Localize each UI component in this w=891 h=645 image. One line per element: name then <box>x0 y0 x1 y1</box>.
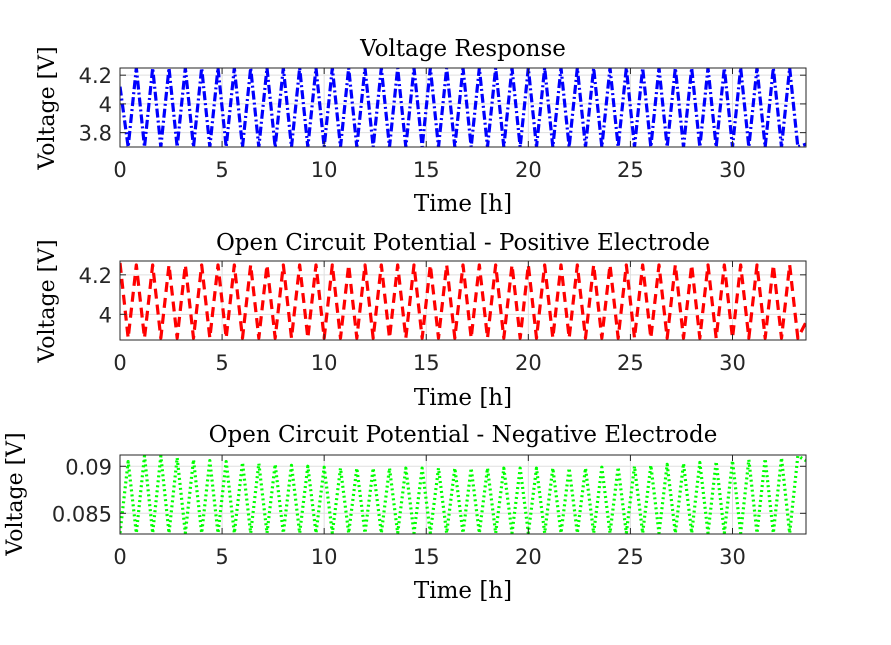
negative-electrode-ocp-chart: Open Circuit Potential - Negative Electr… <box>3 422 807 604</box>
chart-title: Open Circuit Potential - Negative Electr… <box>209 422 718 448</box>
x-tick-label: 5 <box>215 351 228 375</box>
x-tick-label: 30 <box>719 545 746 569</box>
axes: 0 5 10 15 20 25 30 3.8 4 4.2 <box>79 64 807 182</box>
x-tick-label: 5 <box>215 158 228 182</box>
x-axis-label: Time [h] <box>414 385 512 411</box>
series-line-0 <box>120 262 806 340</box>
x-tick-label: 25 <box>617 158 644 182</box>
x-tick-label: 0 <box>113 351 126 375</box>
x-tick-label: 10 <box>311 351 338 375</box>
axes: 0 5 10 15 20 25 30 4 4.2 <box>79 260 807 375</box>
x-tick-label: 20 <box>515 351 542 375</box>
x-tick-label: 30 <box>719 158 746 182</box>
x-tick-label: 15 <box>413 545 440 569</box>
axes-frame <box>119 260 807 341</box>
x-tick-label: 5 <box>215 545 228 569</box>
x-axis-label: Time [h] <box>414 191 512 217</box>
y-tick-label: 4 <box>99 303 112 327</box>
y-tick-label: 4 <box>99 93 112 117</box>
axes-frame <box>119 454 807 535</box>
x-tick-label: 25 <box>617 545 644 569</box>
x-tick-label: 10 <box>311 158 338 182</box>
x-tick-label: 20 <box>515 158 542 182</box>
positive-electrode-ocp-chart: Open Circuit Potential - Positive Electr… <box>35 230 807 411</box>
x-tick-label: 15 <box>413 158 440 182</box>
x-tick-label: 30 <box>719 351 746 375</box>
y-axis-label: Voltage [V] <box>35 46 60 170</box>
y-tick-label: 4.2 <box>79 264 112 288</box>
chart-title: Voltage Response <box>359 36 566 62</box>
y-tick-label: 4.2 <box>79 64 112 88</box>
x-tick-label: 15 <box>413 351 440 375</box>
axes-frame <box>119 67 807 148</box>
plot-area <box>120 455 806 534</box>
axes: 0 5 10 15 20 25 30 0.085 0.09 <box>52 454 807 569</box>
x-tick-label: 20 <box>515 545 542 569</box>
x-axis-label: Time [h] <box>414 578 512 604</box>
x-tick-label: 25 <box>617 351 644 375</box>
y-tick-label: 3.8 <box>79 122 112 146</box>
chart-title: Open Circuit Potential - Positive Electr… <box>216 230 710 256</box>
y-axis-label: Voltage [V] <box>3 432 28 556</box>
x-tick-label: 10 <box>311 545 338 569</box>
voltage-response-chart: Voltage Response Time [h] Voltage [V] 0 5… <box>35 36 807 217</box>
y-tick-label: 0.09 <box>65 455 112 479</box>
y-tick-label: 0.085 <box>52 502 112 526</box>
x-tick-label: 0 <box>113 545 126 569</box>
y-axis-label: Voltage [V] <box>35 239 60 363</box>
x-tick-label: 0 <box>113 158 126 182</box>
